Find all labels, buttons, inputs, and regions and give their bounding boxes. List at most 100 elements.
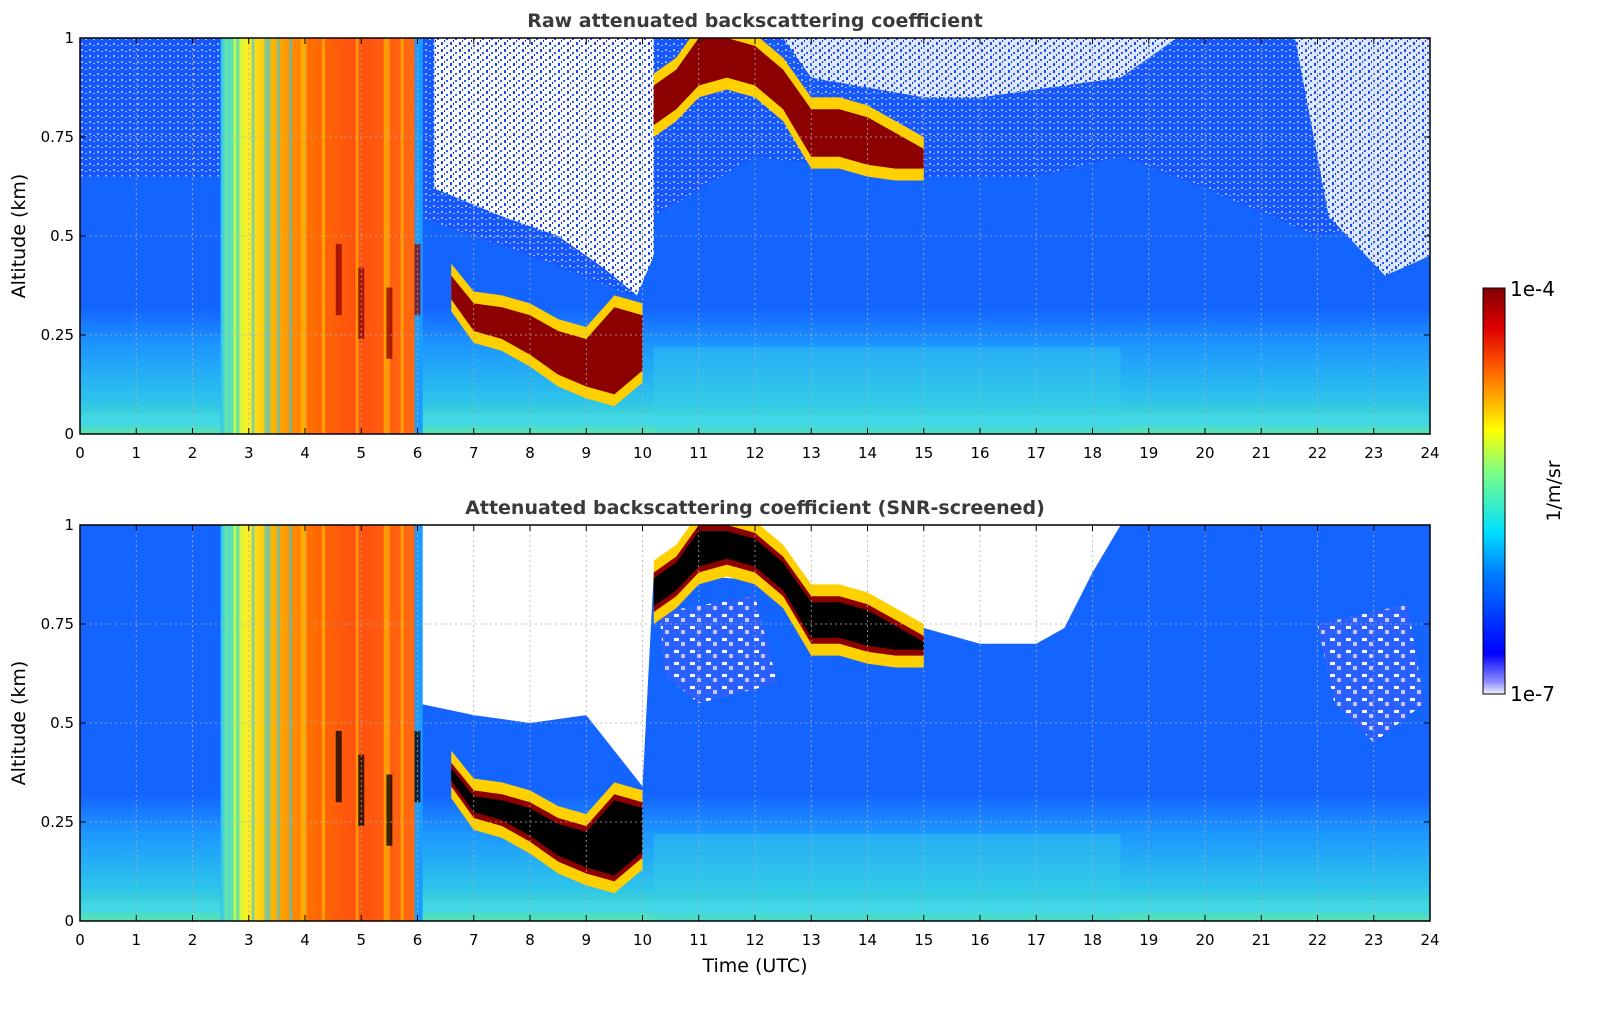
x-tick-label: 9 bbox=[581, 444, 591, 462]
precipitation-stripe bbox=[355, 38, 359, 434]
x-tick-label: 23 bbox=[1364, 931, 1383, 949]
x-tick-label: 14 bbox=[858, 444, 877, 462]
x-tick-label: 4 bbox=[300, 931, 310, 949]
screened-speckle-right bbox=[1317, 604, 1425, 743]
y-tick-label: 0.5 bbox=[50, 714, 74, 732]
colorbar-min-label: 1e-7 bbox=[1510, 682, 1555, 706]
y-tick-label: 0.75 bbox=[41, 615, 74, 633]
x-tick-label: 13 bbox=[802, 444, 821, 462]
y-tick-label: 1 bbox=[64, 29, 74, 47]
x-tick-label: 3 bbox=[244, 931, 254, 949]
screened-region bbox=[417, 525, 1121, 787]
x-tick-label: 7 bbox=[469, 444, 479, 462]
panel2-title: Attenuated backscattering coefficient (S… bbox=[465, 497, 1045, 519]
x-tick-label: 12 bbox=[745, 931, 764, 949]
precipitation-stripe bbox=[300, 525, 307, 921]
x-tick-label: 21 bbox=[1252, 444, 1271, 462]
precipitation-edge bbox=[414, 38, 423, 434]
panel2-heatmap bbox=[80, 525, 1430, 921]
rain-streak bbox=[386, 287, 393, 359]
y-tick-label: 0.5 bbox=[50, 227, 74, 245]
x-tick-label: 1 bbox=[131, 444, 141, 462]
y-tick-label: 0 bbox=[64, 912, 74, 930]
panel2-x-ticks: 0 1 2 3 4 5 6 7 8 9 10 11 12 13 14 15 16 17 18 19 20 21 22 23 24 bbox=[75, 525, 1440, 949]
x-tick-label: 12 bbox=[745, 444, 764, 462]
x-tick-label: 6 bbox=[413, 931, 423, 949]
x-tick-label: 0 bbox=[75, 444, 85, 462]
x-tick-label: 24 bbox=[1420, 931, 1439, 949]
x-tick-label: 3 bbox=[244, 444, 254, 462]
noise-region-right bbox=[1295, 38, 1430, 276]
x-tick-label: 15 bbox=[914, 931, 933, 949]
screened-speckle-cloud bbox=[659, 596, 778, 704]
colorbar-label: 1/m/sr bbox=[1543, 460, 1565, 521]
x-tick-label: 17 bbox=[1027, 931, 1046, 949]
precipitation-stripe bbox=[251, 38, 255, 434]
x-tick-label: 19 bbox=[1139, 444, 1158, 462]
precipitation-stripe bbox=[400, 525, 404, 921]
rain-streak bbox=[335, 730, 342, 803]
x-tick-label: 22 bbox=[1308, 931, 1327, 949]
x-tick-label: 8 bbox=[525, 931, 535, 949]
panel1-grid bbox=[80, 38, 1430, 434]
panel1-heatmap bbox=[80, 38, 1430, 434]
precipitation-stripe bbox=[251, 525, 255, 921]
y-tick-label: 0.25 bbox=[41, 326, 74, 344]
cloud-layer-high bbox=[653, 38, 924, 169]
x-tick-label: 19 bbox=[1139, 931, 1158, 949]
x-tick-label: 7 bbox=[469, 931, 479, 949]
colorbar bbox=[1482, 287, 1506, 695]
precipitation-stripe bbox=[355, 525, 359, 921]
x-tick-label: 21 bbox=[1252, 931, 1271, 949]
x-tick-label: 2 bbox=[188, 931, 198, 949]
y-tick-label: 0.75 bbox=[41, 128, 74, 146]
panel2-y-axis-label: Altitude (km) bbox=[8, 661, 30, 786]
colorbar-max-label: 1e-4 bbox=[1510, 277, 1555, 301]
x-tick-label: 11 bbox=[689, 931, 708, 949]
x-tick-label: 20 bbox=[1195, 444, 1214, 462]
x-tick-label: 15 bbox=[914, 444, 933, 462]
precipitation-stripe bbox=[236, 38, 240, 434]
panel2-y-ticks: 0 0.25 0.5 0.75 1 bbox=[41, 516, 1430, 930]
x-tick-label: 1 bbox=[131, 931, 141, 949]
precipitation-stripe bbox=[321, 38, 325, 434]
y-tick-label: 0.25 bbox=[41, 813, 74, 831]
x-axis-label: Time (UTC) bbox=[701, 955, 807, 977]
x-tick-label: 5 bbox=[356, 444, 366, 462]
x-tick-label: 10 bbox=[633, 931, 652, 949]
saturated-core-high bbox=[653, 530, 924, 650]
x-tick-label: 5 bbox=[356, 931, 366, 949]
precipitation-stripe bbox=[236, 525, 240, 921]
x-tick-label: 17 bbox=[1027, 444, 1046, 462]
x-tick-label: 16 bbox=[970, 444, 989, 462]
x-tick-label: 2 bbox=[188, 444, 198, 462]
x-tick-label: 20 bbox=[1195, 931, 1214, 949]
x-tick-label: 11 bbox=[689, 444, 708, 462]
x-tick-label: 9 bbox=[581, 931, 591, 949]
y-tick-label: 0 bbox=[64, 425, 74, 443]
panel1-title: Raw attenuated backscattering coefficien… bbox=[527, 10, 983, 32]
panel1-x-ticks: 0 1 2 3 4 5 6 7 8 9 10 11 12 13 14 15 16 17 18 19 20 21 22 23 24 bbox=[75, 38, 1440, 462]
x-tick-label: 8 bbox=[525, 444, 535, 462]
precipitation-stripe bbox=[321, 525, 325, 921]
surface-band bbox=[80, 414, 1430, 427]
x-tick-label: 22 bbox=[1308, 444, 1327, 462]
precipitation-stripe bbox=[276, 38, 280, 434]
rain-streak bbox=[335, 243, 342, 316]
x-tick-label: 0 bbox=[75, 931, 85, 949]
precipitation-edge bbox=[414, 525, 423, 921]
precipitation-stripe bbox=[300, 38, 307, 434]
precipitation-stripe bbox=[264, 38, 271, 434]
precipitation-stripe bbox=[264, 525, 271, 921]
x-tick-label: 23 bbox=[1364, 444, 1383, 462]
rain-streak bbox=[386, 774, 393, 846]
surface-band bbox=[80, 901, 1430, 914]
panel1-y-axis-label: Altitude (km) bbox=[8, 174, 30, 299]
noise-region-upper bbox=[783, 38, 1177, 98]
precipitation-stripe bbox=[400, 38, 404, 434]
x-tick-label: 24 bbox=[1420, 444, 1439, 462]
x-tick-label: 18 bbox=[1083, 931, 1102, 949]
x-tick-label: 4 bbox=[300, 444, 310, 462]
x-tick-label: 18 bbox=[1083, 444, 1102, 462]
